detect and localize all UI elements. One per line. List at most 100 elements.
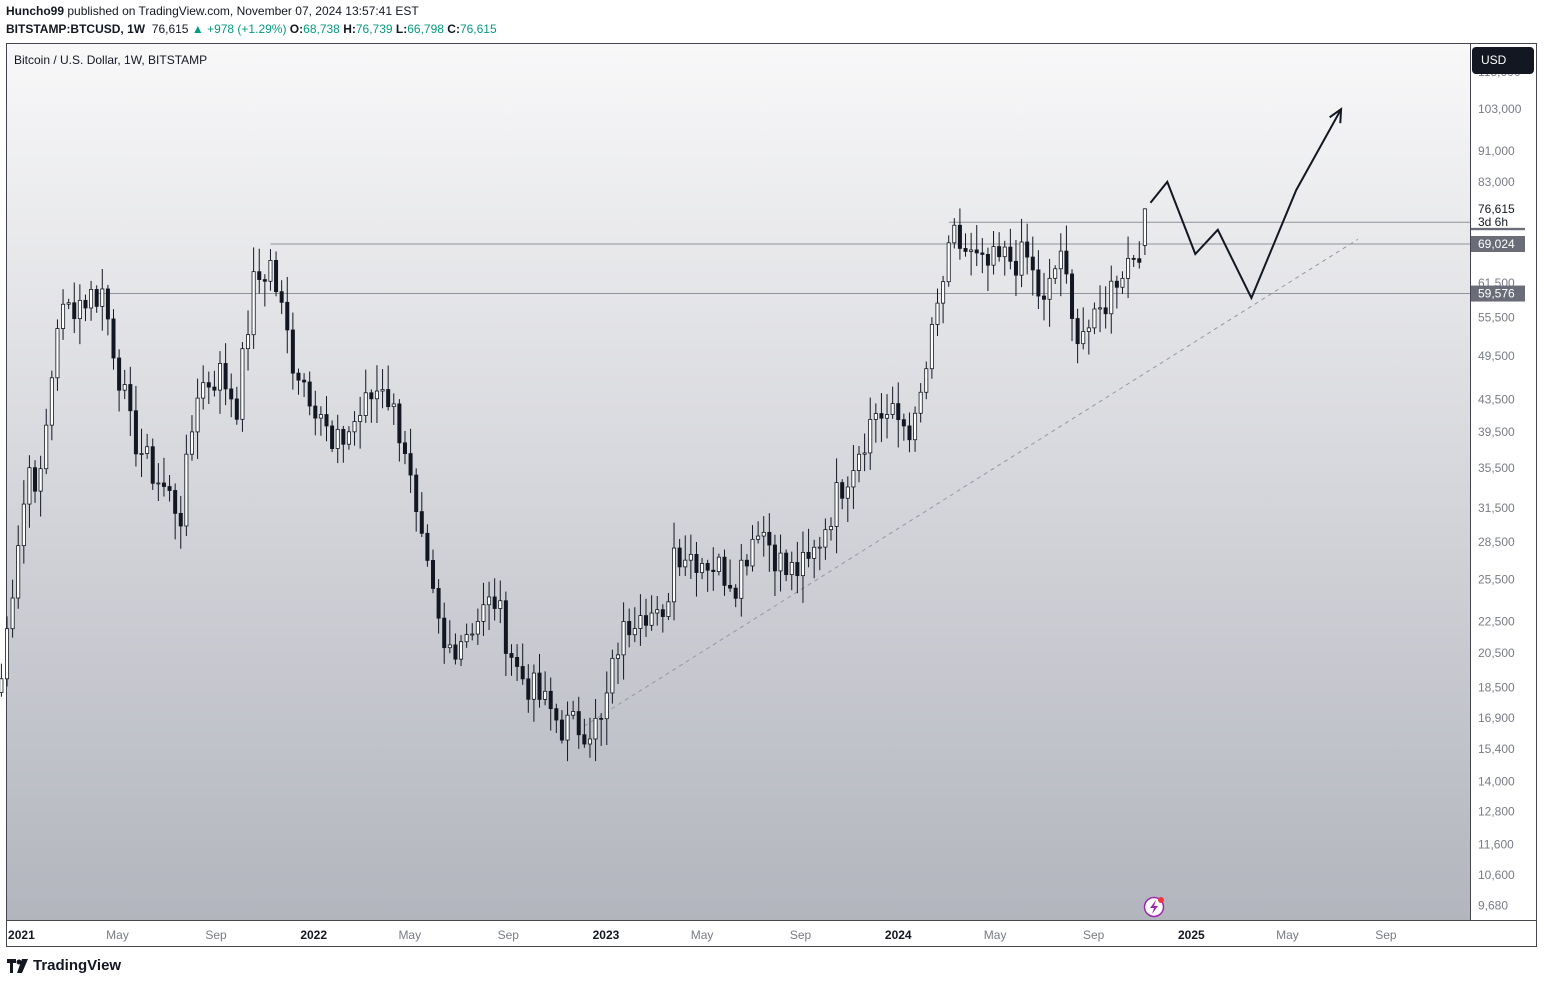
close-value: 76,615: [459, 22, 497, 36]
candle-body: [963, 248, 968, 252]
candle-body: [1103, 307, 1108, 315]
candle-body: [397, 403, 402, 444]
time-tick-label: Sep: [205, 928, 227, 942]
candle-body: [503, 600, 508, 654]
candle-body: [817, 546, 822, 549]
time-tick-label: Sep: [1375, 928, 1397, 942]
candle-body: [789, 562, 794, 575]
candle-body: [55, 328, 60, 379]
projection-arrowhead: [1329, 107, 1343, 124]
candle-body: [419, 511, 424, 534]
candle-body: [262, 279, 267, 282]
candle-body: [352, 421, 357, 433]
candle-body: [470, 633, 475, 636]
open-label: O:: [289, 22, 304, 36]
plot-area[interactable]: [7, 44, 1470, 920]
candle-body: [728, 584, 733, 589]
price-tick-label: 31,500: [1478, 501, 1515, 515]
candle-countdown: 3d 6h: [1478, 215, 1508, 229]
price-axis[interactable]: [1470, 44, 1536, 920]
candle-body: [739, 559, 744, 599]
price-tick-label: 22,500: [1478, 614, 1515, 628]
candle-body: [1092, 308, 1097, 329]
level-price-label-bg: [1471, 285, 1525, 302]
publish-text: published on TradingView.com, November 0…: [67, 4, 419, 18]
time-tick-label: Sep: [498, 928, 520, 942]
time-tick-label: May: [984, 928, 1007, 942]
candle-body: [150, 446, 155, 484]
candle-body: [660, 609, 665, 617]
candle-body: [851, 470, 856, 488]
price-tick-label: 16,900: [1478, 711, 1515, 725]
candle-body: [1098, 307, 1103, 310]
candle-body: [139, 453, 144, 455]
price-tick-label: 39,500: [1478, 425, 1515, 439]
candle-body: [941, 281, 946, 304]
price-tick-label: 9,680: [1478, 899, 1508, 913]
candle-body: [346, 431, 351, 445]
candle-body: [537, 672, 542, 700]
candle-body: [285, 301, 290, 331]
candle-body: [178, 512, 183, 527]
candle-body: [980, 252, 985, 255]
candle-body: [733, 587, 738, 599]
candle-body: [750, 538, 755, 567]
time-axis[interactable]: [7, 920, 1536, 946]
candle-body: [559, 719, 564, 741]
candle-body: [638, 615, 643, 629]
price-tick-label: 11,600: [1478, 838, 1514, 852]
candle-body: [991, 246, 996, 266]
candle-body: [683, 559, 688, 568]
candle-body: [593, 717, 598, 740]
candle-body: [414, 474, 419, 512]
publisher-name[interactable]: Huncho99: [6, 4, 65, 18]
candle-body: [1126, 257, 1131, 279]
price-tick-label: 28,500: [1478, 535, 1515, 549]
tradingview-brand[interactable]: TradingView: [7, 957, 121, 974]
candle-body: [924, 368, 929, 393]
candle-body: [666, 601, 671, 617]
candle-body: [957, 224, 962, 249]
candle-body: [918, 391, 923, 414]
candle-body: [1013, 260, 1018, 276]
candle-body: [487, 596, 492, 606]
projection-path: [1149, 108, 1342, 301]
candle-body: [330, 425, 335, 449]
candle-body: [952, 224, 957, 244]
publish-info: Huncho99 published on TradingView.com, N…: [6, 4, 419, 18]
candle-body: [828, 526, 833, 531]
candle-body: [391, 403, 396, 408]
candle-body: [756, 535, 761, 540]
candle-body: [997, 246, 1002, 258]
chart-title: Bitcoin / U.S. Dollar, 1W, BITSTAMP: [14, 53, 208, 67]
chart-frame[interactable]: [6, 43, 1537, 947]
candle-body: [1075, 318, 1080, 345]
candle-body: [402, 442, 407, 455]
candle-body: [27, 467, 32, 505]
candle-body: [229, 388, 234, 400]
currency-button[interactable]: USD: [1472, 47, 1534, 74]
candle-body: [1002, 246, 1007, 258]
candle-body: [492, 596, 497, 609]
candle-body: [374, 390, 379, 400]
close-label: C:: [447, 22, 460, 36]
candle-body: [436, 588, 441, 619]
price-tick-label: 91,000: [1478, 144, 1515, 158]
time-tick-label: 2023: [593, 928, 620, 942]
candle-body: [1142, 208, 1147, 246]
candle-body: [122, 384, 127, 391]
price-tick-label: 15,400: [1478, 742, 1515, 756]
candle-body: [1019, 241, 1024, 276]
trendline: [584, 238, 1359, 727]
candle-body: [840, 482, 845, 499]
candle-body: [1131, 257, 1136, 260]
candle-body: [862, 452, 867, 455]
last-price: 76,615: [151, 22, 189, 36]
candle-body: [784, 552, 789, 575]
time-tick-label: May: [106, 928, 129, 942]
candle-body: [117, 357, 122, 391]
candle-body: [145, 446, 150, 454]
candle-body: [89, 289, 94, 309]
candle-body: [307, 381, 312, 407]
